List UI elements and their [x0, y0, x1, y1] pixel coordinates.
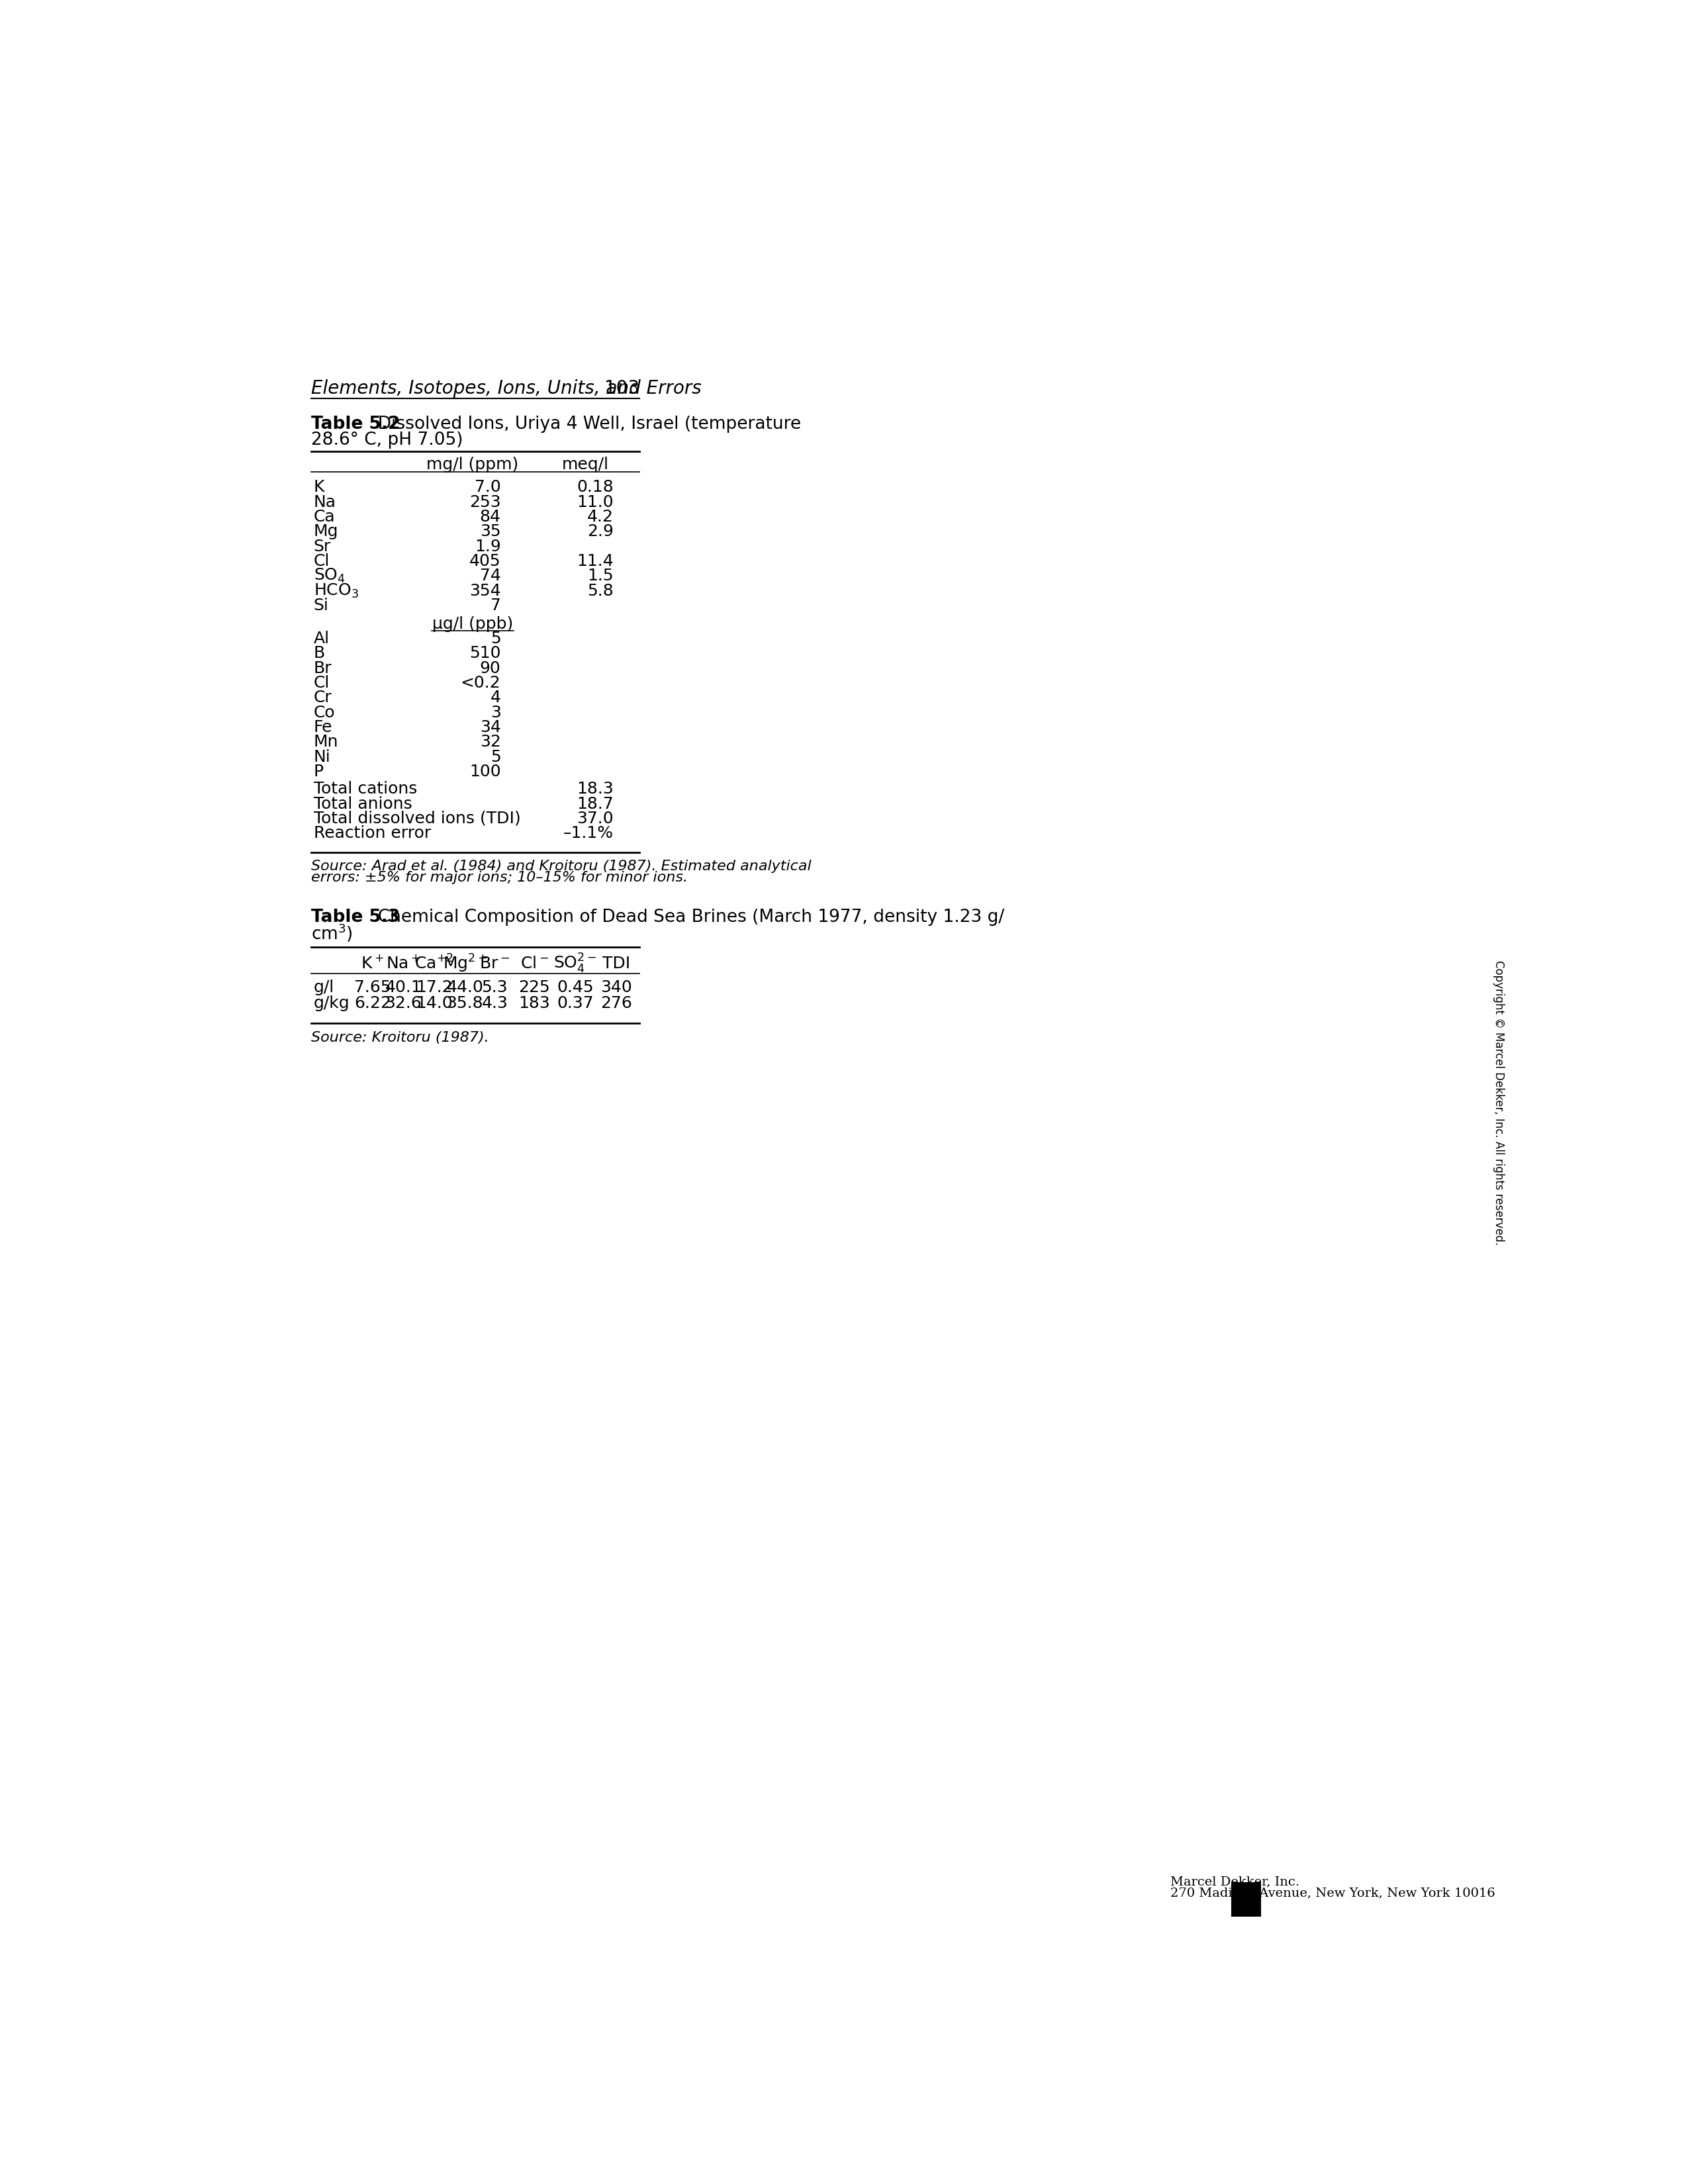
Text: 510: 510 — [469, 646, 501, 662]
Text: 84: 84 — [479, 509, 501, 524]
Text: 35.8: 35.8 — [447, 996, 483, 1011]
Text: P: P — [314, 764, 324, 780]
Text: Chemical Composition of Dead Sea Brines (March 1977, density 1.23 g/: Chemical Composition of Dead Sea Brines … — [366, 909, 1004, 926]
Text: 5.3: 5.3 — [481, 981, 508, 996]
Text: Table 5.2: Table 5.2 — [311, 415, 400, 432]
Text: g/l: g/l — [314, 981, 334, 996]
Text: K: K — [314, 478, 324, 496]
Text: 6.22: 6.22 — [354, 996, 392, 1011]
Text: g/kg: g/kg — [314, 996, 349, 1011]
Text: 270 Madison Avenue, New York, New York 10016: 270 Madison Avenue, New York, New York 1… — [1170, 1887, 1496, 1898]
Text: Fe: Fe — [314, 719, 333, 736]
Text: Si: Si — [314, 598, 329, 614]
Text: 14.0: 14.0 — [415, 996, 452, 1011]
Text: Mg: Mg — [314, 524, 338, 539]
Text: <0.2: <0.2 — [461, 675, 501, 690]
Text: 18.3: 18.3 — [577, 782, 614, 797]
Text: 4: 4 — [490, 690, 501, 705]
Text: Mn: Mn — [314, 734, 338, 749]
Text: Marcel Dekker, Inc.: Marcel Dekker, Inc. — [1170, 1876, 1300, 1887]
Text: 103: 103 — [604, 380, 640, 397]
Text: 4.3: 4.3 — [481, 996, 508, 1011]
Text: 1.9: 1.9 — [474, 539, 501, 555]
Text: 7: 7 — [490, 598, 501, 614]
Text: errors: ±5% for major ions; 10–15% for minor ions.: errors: ±5% for major ions; 10–15% for m… — [311, 871, 687, 885]
Text: 34: 34 — [479, 719, 501, 736]
Text: 253: 253 — [469, 494, 501, 511]
Text: Reaction error: Reaction error — [314, 826, 430, 841]
Text: 28.6° C, pH 7.05): 28.6° C, pH 7.05) — [311, 432, 463, 450]
Text: 225: 225 — [518, 981, 550, 996]
Text: 354: 354 — [469, 583, 501, 598]
Text: Source: Arad et al. (1984) and Kroitoru (1987). Estimated analytical: Source: Arad et al. (1984) and Kroitoru … — [311, 860, 812, 874]
Text: HCO$_3$: HCO$_3$ — [314, 583, 358, 598]
Text: 5: 5 — [491, 631, 501, 646]
Text: 0.45: 0.45 — [557, 981, 594, 996]
Text: Br$^-$: Br$^-$ — [479, 954, 510, 972]
Text: 3: 3 — [490, 705, 501, 721]
Text: Ni: Ni — [314, 749, 331, 764]
Text: 0.18: 0.18 — [577, 478, 614, 496]
Text: 340: 340 — [601, 981, 631, 996]
Text: 2.9: 2.9 — [587, 524, 614, 539]
Text: Source: Kroitoru (1987).: Source: Kroitoru (1987). — [311, 1031, 490, 1044]
Text: Table 5.3: Table 5.3 — [311, 909, 400, 926]
Text: 35: 35 — [479, 524, 501, 539]
Text: Cl: Cl — [314, 675, 329, 690]
Text: 5.8: 5.8 — [587, 583, 614, 598]
Text: meq/l: meq/l — [562, 456, 609, 472]
Text: Co: Co — [314, 705, 336, 721]
Text: B: B — [314, 646, 326, 662]
Text: Total cations: Total cations — [314, 782, 417, 797]
Text: 32: 32 — [479, 734, 501, 749]
Text: Br: Br — [314, 660, 333, 677]
Text: 11.4: 11.4 — [577, 553, 614, 570]
Text: 18.7: 18.7 — [577, 795, 614, 812]
Text: Ca: Ca — [314, 509, 336, 524]
Text: Cr: Cr — [314, 690, 333, 705]
Text: 276: 276 — [601, 996, 631, 1011]
Text: 74: 74 — [479, 568, 501, 583]
Text: 405: 405 — [469, 553, 501, 570]
Text: Mg$^{2+}$: Mg$^{2+}$ — [442, 952, 488, 974]
Text: 17.2: 17.2 — [415, 981, 452, 996]
Text: –1.1%: –1.1% — [564, 826, 614, 841]
Text: 32.6: 32.6 — [385, 996, 422, 1011]
Text: Cl$^-$: Cl$^-$ — [520, 954, 549, 972]
Text: Ca$^{+2}$: Ca$^{+2}$ — [415, 954, 454, 972]
Text: 5: 5 — [491, 749, 501, 764]
Text: 100: 100 — [469, 764, 501, 780]
Text: SO$_4^{2-}$: SO$_4^{2-}$ — [554, 952, 598, 974]
Text: mg/l (ppm): mg/l (ppm) — [427, 456, 518, 472]
Text: K$^+$: K$^+$ — [361, 954, 385, 972]
Text: 1.5: 1.5 — [587, 568, 614, 583]
Text: 183: 183 — [518, 996, 550, 1011]
Text: Cl: Cl — [314, 553, 329, 570]
Text: Na: Na — [314, 494, 336, 511]
Text: Copyright © Marcel Dekker, Inc. All rights reserved.: Copyright © Marcel Dekker, Inc. All righ… — [1492, 961, 1504, 1245]
Text: Al: Al — [314, 631, 329, 646]
Text: cm$^3$): cm$^3$) — [311, 922, 353, 943]
Text: Elements, Isotopes, Ions, Units, and Errors: Elements, Isotopes, Ions, Units, and Err… — [311, 380, 702, 397]
Text: 44.0: 44.0 — [446, 981, 483, 996]
Text: Total dissolved ions (TDI): Total dissolved ions (TDI) — [314, 810, 520, 826]
Text: Na$^+$: Na$^+$ — [387, 954, 420, 972]
Text: 11.0: 11.0 — [577, 494, 614, 511]
Text: 37.0: 37.0 — [577, 810, 614, 826]
Text: μg/l (ppb): μg/l (ppb) — [432, 616, 513, 633]
Text: 7.65: 7.65 — [354, 981, 392, 996]
Text: 4.2: 4.2 — [587, 509, 614, 524]
Bar — [1232, 1883, 1261, 1915]
Text: 90: 90 — [479, 660, 501, 677]
Text: TDI: TDI — [603, 954, 630, 972]
Text: SO$_4$: SO$_4$ — [314, 568, 346, 585]
Text: 40.1: 40.1 — [385, 981, 422, 996]
Text: Total anions: Total anions — [314, 795, 412, 812]
Text: 0.37: 0.37 — [557, 996, 594, 1011]
Text: Sr: Sr — [314, 539, 331, 555]
Text: Dissolved Ions, Uriya 4 Well, Israel (temperature: Dissolved Ions, Uriya 4 Well, Israel (te… — [366, 415, 800, 432]
Text: 7.0: 7.0 — [474, 478, 501, 496]
